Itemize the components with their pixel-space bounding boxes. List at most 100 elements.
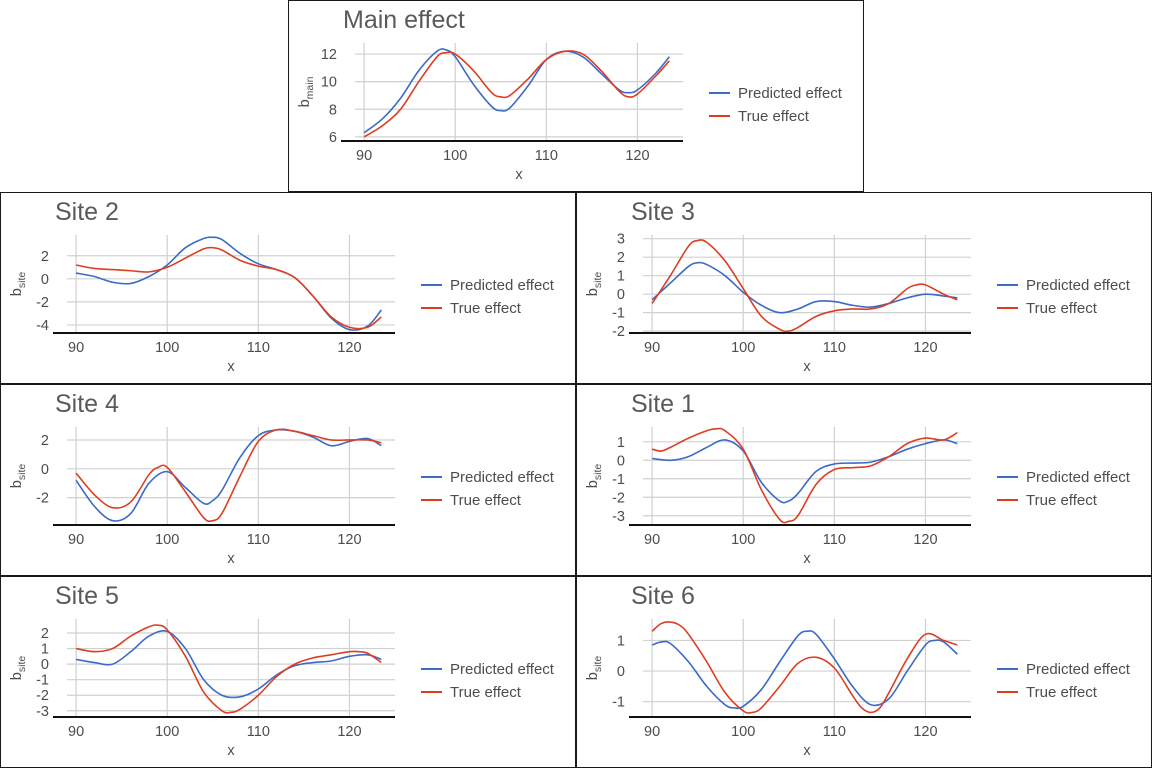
y-tick-label: 2 — [617, 250, 625, 266]
y-tick-label: 2 — [41, 626, 49, 642]
y-tick-label: -2 — [36, 688, 49, 704]
y-tick-label: -1 — [36, 673, 49, 689]
y-tick-label: -2 — [612, 490, 625, 506]
site-6-panel: 90 100 110 120 -1 0 1 x bsite Site 6 Predicted eff… — [576, 576, 1152, 768]
true-effect-line — [75, 624, 382, 714]
x-axis-label: x — [227, 359, 235, 375]
x-tick-label: 120 — [337, 340, 361, 356]
x-tick-label: 120 — [913, 532, 937, 548]
x-axis-label: x — [803, 359, 811, 375]
y-tick-label: -4 — [36, 318, 49, 334]
chart-site-4: 90 100 110 120 -2 0 2 x bsite Site 4 Predicted eff… — [9, 390, 555, 567]
y-axis-label: bmain — [297, 76, 316, 107]
x-tick-label: 120 — [913, 724, 937, 740]
site-5-panel: 90 100 110 120 -3 -2 -1 0 1 2 x bsite Site 5 Predicte… — [0, 576, 576, 768]
y-tick-label: 12 — [321, 47, 337, 63]
x-tick-label: 110 — [823, 532, 846, 548]
x-tick-label: 100 — [731, 724, 755, 740]
y-tick-label: 0 — [617, 287, 625, 303]
y-axis-label-main: b — [9, 480, 25, 488]
y-tick-label: 1 — [617, 435, 625, 451]
x-tick-label: 110 — [823, 724, 846, 740]
chart-legend: Predicted effect True effect — [421, 661, 555, 701]
legend-predicted-label: Predicted effect — [450, 661, 555, 678]
legend-true-label: True effect — [738, 108, 810, 125]
y-tick-label: 0 — [41, 272, 49, 288]
x-tick-label: 90 — [68, 532, 84, 548]
legend-predicted-label: Predicted effect — [450, 469, 555, 486]
x-tick-label: 90 — [356, 148, 372, 164]
x-tick-label: 120 — [337, 532, 361, 548]
y-axis-label-main: b — [297, 99, 313, 107]
predicted-effect-line — [363, 48, 670, 134]
chart-site-2: 90 100 110 120 -4 -2 0 2 x bsite Site 2 Predicted e… — [9, 198, 555, 375]
x-tick-label: 100 — [155, 724, 179, 740]
y-axis-label-main: b — [585, 288, 601, 296]
x-tick-label: 100 — [443, 148, 467, 164]
chart-main-effect: 90 100 110 120 6 8 10 12 x bmain Main effect Predic… — [297, 6, 843, 183]
legend-true-label: True effect — [450, 684, 522, 701]
y-axis-label: bsite — [585, 272, 604, 297]
y-tick-label: 8 — [329, 102, 337, 118]
y-axis-label-subscript: site — [592, 464, 604, 481]
y-tick-label: 3 — [617, 232, 625, 248]
y-axis-label-subscript: site — [592, 656, 604, 673]
legend-true-label: True effect — [1026, 300, 1098, 317]
y-tick-label: 6 — [329, 130, 337, 146]
chart-legend: Predicted effect True effect — [421, 469, 555, 509]
y-axis-label-subscript: main — [304, 76, 316, 99]
x-tick-label: 120 — [625, 148, 649, 164]
y-tick-label: -3 — [36, 704, 49, 720]
predicted-effect-line — [651, 630, 958, 710]
true-effect-line — [651, 239, 958, 333]
y-tick-label: 2 — [41, 249, 49, 265]
y-tick-label: 0 — [617, 664, 625, 680]
chart-site-3: 90 100 110 120 -2 -1 0 1 2 3 x bsite Site 3 Predicted… — [585, 198, 1131, 375]
y-tick-label: -2 — [36, 295, 49, 311]
y-axis-label-subscript: site — [16, 656, 28, 673]
y-axis-label-main: b — [585, 672, 601, 680]
x-tick-label: 110 — [823, 340, 846, 356]
x-axis-label: x — [227, 743, 235, 759]
x-tick-label: 110 — [247, 724, 270, 740]
x-tick-label: 110 — [247, 532, 270, 548]
true-effect-line — [75, 428, 382, 523]
x-tick-label: 100 — [731, 532, 755, 548]
y-tick-label: -2 — [612, 324, 625, 340]
x-axis-label: x — [227, 551, 235, 567]
y-tick-label: 0 — [617, 453, 625, 469]
site-4-panel: 90 100 110 120 -2 0 2 x bsite Site 4 Predicted eff… — [0, 384, 576, 576]
y-axis-label-subscript: site — [16, 272, 28, 289]
chart-legend: Predicted effect True effect — [997, 277, 1131, 317]
chart-title: Site 5 — [55, 582, 119, 610]
chart-title: Site 4 — [55, 390, 119, 418]
x-tick-label: 90 — [644, 724, 660, 740]
legend-predicted-label: Predicted effect — [738, 85, 843, 102]
true-effect-line — [651, 621, 958, 714]
chart-legend: Predicted effect True effect — [421, 277, 555, 317]
x-tick-label: 90 — [68, 340, 84, 356]
chart-title: Main effect — [343, 6, 465, 34]
y-axis-label: bsite — [585, 464, 604, 489]
chart-title: Site 6 — [631, 582, 695, 610]
y-tick-label: -1 — [612, 695, 625, 711]
x-tick-label: 120 — [913, 340, 937, 356]
y-tick-label: -1 — [612, 472, 625, 488]
true-effect-line — [363, 50, 670, 138]
y-tick-label: 10 — [321, 75, 337, 91]
x-axis-label: x — [515, 167, 523, 183]
x-axis-label: x — [803, 551, 811, 567]
chart-site-1: 90 100 110 120 -3 -2 -1 0 1 x bsite Site 1 Predicted… — [585, 390, 1131, 567]
x-tick-label: 110 — [535, 148, 558, 164]
chart-title: Site 2 — [55, 198, 119, 226]
chart-legend: Predicted effect True effect — [709, 85, 843, 125]
y-axis-label-main: b — [585, 480, 601, 488]
chart-legend: Predicted effect True effect — [997, 469, 1131, 509]
legend-predicted-label: Predicted effect — [1026, 277, 1131, 294]
chart-title: Site 1 — [631, 390, 695, 418]
y-axis-label: bsite — [9, 464, 28, 489]
legend-true-label: True effect — [450, 492, 522, 509]
y-tick-label: 0 — [41, 657, 49, 673]
y-axis-label: bsite — [585, 656, 604, 681]
